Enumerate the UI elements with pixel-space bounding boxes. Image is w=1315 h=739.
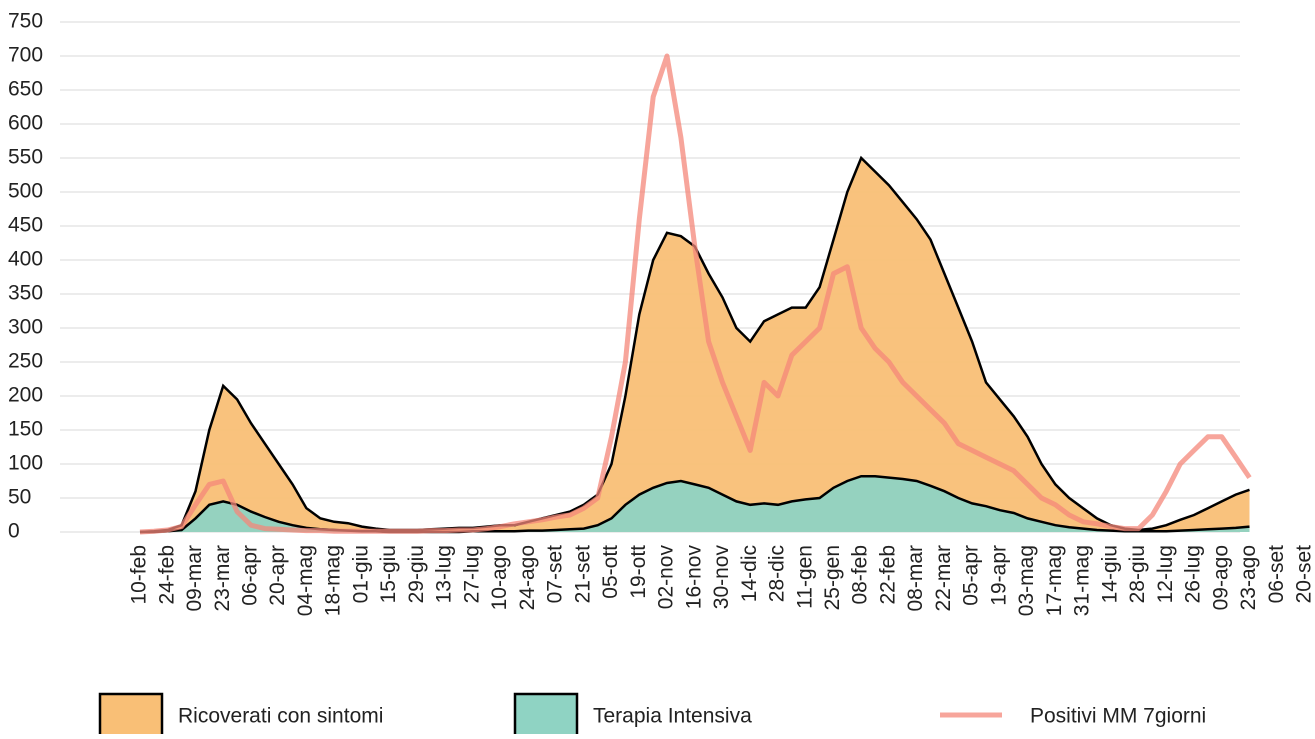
x-tick-label: 14-giu	[1098, 545, 1121, 603]
x-tick-label: 27-lug	[460, 545, 483, 603]
x-tick-label: 31-mag	[1071, 545, 1094, 616]
x-tick-label: 20-apr	[266, 545, 289, 606]
y-tick-label: 650	[8, 78, 43, 101]
x-tick-label: 25-gen	[821, 545, 844, 610]
y-tick-label: 0	[8, 520, 20, 543]
y-tick-label: 600	[8, 112, 43, 135]
x-tick-label: 02-nov	[655, 545, 678, 610]
x-tick-label: 28-giu	[1126, 545, 1149, 603]
x-tick-label: 06-apr	[238, 545, 261, 606]
y-tick-label: 550	[8, 146, 43, 169]
x-tick-label: 17-mag	[1043, 545, 1066, 616]
x-tick-label: 12-lug	[1154, 545, 1177, 603]
x-tick-label: 07-set	[544, 545, 567, 604]
x-tick-label: 24-feb	[155, 545, 178, 605]
x-tick-label: 16-nov	[682, 545, 705, 610]
y-tick-label: 50	[8, 486, 31, 509]
x-tick-label: 01-giu	[349, 545, 372, 603]
y-tick-label: 350	[8, 282, 43, 305]
x-tick-label: 05-apr	[960, 545, 983, 606]
line	[139, 53, 1252, 535]
x-tick-label: 26-lug	[1182, 545, 1205, 603]
x-tick-label: 29-giu	[405, 545, 428, 603]
legend-swatch	[98, 692, 164, 738]
y-tick-label: 750	[8, 10, 43, 33]
x-tick-label: 06-set	[1265, 545, 1288, 604]
y-tick-label: 300	[8, 316, 43, 339]
x-tick-label: 21-set	[571, 545, 594, 604]
x-tick-label: 24-ago	[516, 545, 539, 610]
legend-label: Ricoverati con sintomi	[178, 705, 383, 728]
y-tick-label: 150	[8, 418, 43, 441]
x-tick-label: 18-mag	[322, 545, 345, 616]
x-tick-label: 20-set	[1293, 545, 1315, 604]
x-tick-label: 28-dic	[766, 545, 789, 602]
y-tick-label: 100	[8, 452, 43, 475]
legend-label: Positivi MM 7giorni	[1030, 705, 1206, 728]
x-tick-label: 23-mar	[211, 545, 234, 612]
x-tick-label: 23-ago	[1237, 545, 1260, 610]
x-tick-label: 14-dic	[738, 545, 761, 602]
x-tick-label: 19-apr	[987, 545, 1010, 606]
y-tick-label: 500	[8, 180, 43, 203]
x-tick-label: 04-mag	[294, 545, 317, 616]
x-tick-label: 15-giu	[377, 545, 400, 603]
x-tick-label: 22-mar	[932, 545, 955, 612]
x-tick-label: 10-feb	[128, 545, 151, 605]
x-tick-label: 05-ott	[599, 545, 622, 599]
x-tick-label: 03-mag	[1015, 545, 1038, 616]
y-tick-label: 200	[8, 384, 43, 407]
x-tick-label: 10-ago	[488, 545, 511, 610]
x-tick-label: 22-feb	[876, 545, 899, 605]
x-tick-label: 13-lug	[433, 545, 456, 603]
y-tick-label: 250	[8, 350, 43, 373]
x-tick-label: 09-ago	[1209, 545, 1232, 610]
y-tick-label: 400	[8, 248, 43, 271]
y-tick-label: 450	[8, 214, 43, 237]
x-tick-label: 19-ott	[627, 545, 650, 599]
legend-swatch	[513, 692, 579, 738]
legend-label: Terapia Intensiva	[593, 705, 752, 728]
x-tick-label: 30-nov	[710, 545, 733, 610]
x-tick-label: 08-mar	[904, 545, 927, 612]
x-tick-label: 11-gen	[793, 545, 816, 609]
y-tick-label: 700	[8, 44, 43, 67]
x-tick-label: 09-mar	[183, 545, 206, 612]
x-tick-label: 08-feb	[849, 545, 872, 605]
area	[140, 158, 1250, 532]
area	[140, 476, 1250, 532]
